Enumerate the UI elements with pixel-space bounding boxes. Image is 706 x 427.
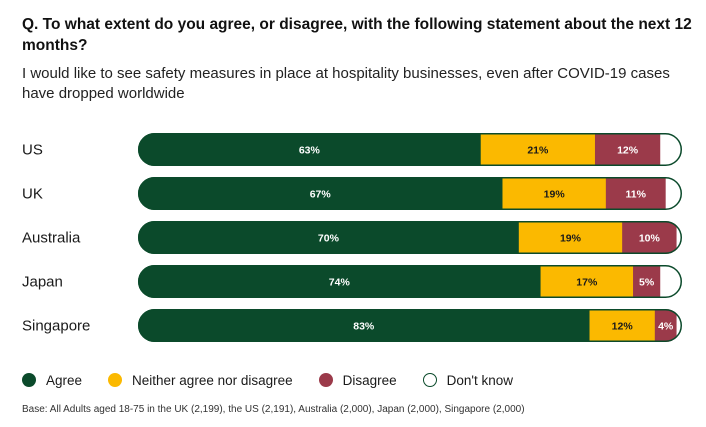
bar-segment [676,221,682,254]
bar-segment [605,177,667,210]
country-label: Japan [22,274,63,291]
legend-item-agree: Agree [22,373,82,388]
legend: Agree Neither agree nor disagree Disagre… [22,371,539,389]
bar-segment [633,265,661,298]
legend-item-neither: Neither agree nor disagree [108,373,293,388]
data-label: 11% [626,189,647,201]
data-label: 17% [576,277,598,289]
data-label: 5% [639,277,655,289]
data-label: 10% [639,233,661,245]
bar-segment [502,177,607,210]
data-label: 21% [527,145,549,157]
question-title: Q. To what extent do you agree, or disag… [22,16,692,54]
data-label: 12% [617,145,639,157]
bar-outline [138,177,682,210]
base-note: Base: All Adults aged 18-75 in the UK (2… [22,404,525,415]
legend-item-dont-know: Don't know [422,372,514,388]
legend-swatch-neither [108,373,123,387]
bar-segment [660,265,682,298]
data-label: 63% [299,145,321,157]
bar-row [138,265,682,298]
legend-label-neither: Neither agree nor disagree [132,372,293,388]
bar-row [138,177,682,210]
country-label: UK [22,186,43,203]
bar-outline [138,309,682,342]
bar-segment [660,133,682,166]
bar-segment [518,221,623,254]
data-label: 12% [612,321,634,333]
bar-row [138,309,682,342]
bar-segment [676,309,682,342]
bar-segment [540,265,634,298]
legend-label-disagree: Disagree [342,372,397,388]
legend-swatch-disagree [318,373,333,387]
data-label: 4% [658,321,674,333]
country-label: Singapore [22,318,90,335]
bar-segment [480,133,596,166]
bar-segment [654,309,678,342]
bar-outline [138,221,682,254]
statement-subtitle: I would like to see safety measures in p… [22,65,670,102]
legend-label-dont-know: Don't know [446,372,514,388]
data-label: 70% [318,233,340,245]
bar-segment [665,177,682,210]
bar-segment [138,309,591,342]
legend-label-agree: Agree [46,372,83,388]
data-label: 67% [310,189,332,201]
bar-segment [138,133,482,166]
legend-swatch-agree [22,373,36,387]
legend-swatch-dont-know [422,373,437,387]
bar-segment [138,177,503,210]
country-label: Australia [22,230,81,247]
bar-row [138,221,682,254]
bar-outline [138,133,682,166]
bar-segment [138,265,542,298]
bar-row [138,133,682,166]
country-label: US [22,142,43,159]
bar-segment [589,309,656,342]
bar-segment [622,221,678,254]
data-label: 19% [544,189,566,201]
legend-item-disagree: Disagree [318,372,397,388]
bar-outline [138,265,682,298]
bar-segment [594,133,661,166]
data-label: 19% [560,233,582,245]
data-label: 74% [329,277,351,289]
data-label: 83% [353,321,375,333]
stacked-bar-chart: US 63% 21% 12% UK 67% 19% 11% Australia 70% 19% 10%… [22,133,682,342]
bar-segment [138,221,520,254]
